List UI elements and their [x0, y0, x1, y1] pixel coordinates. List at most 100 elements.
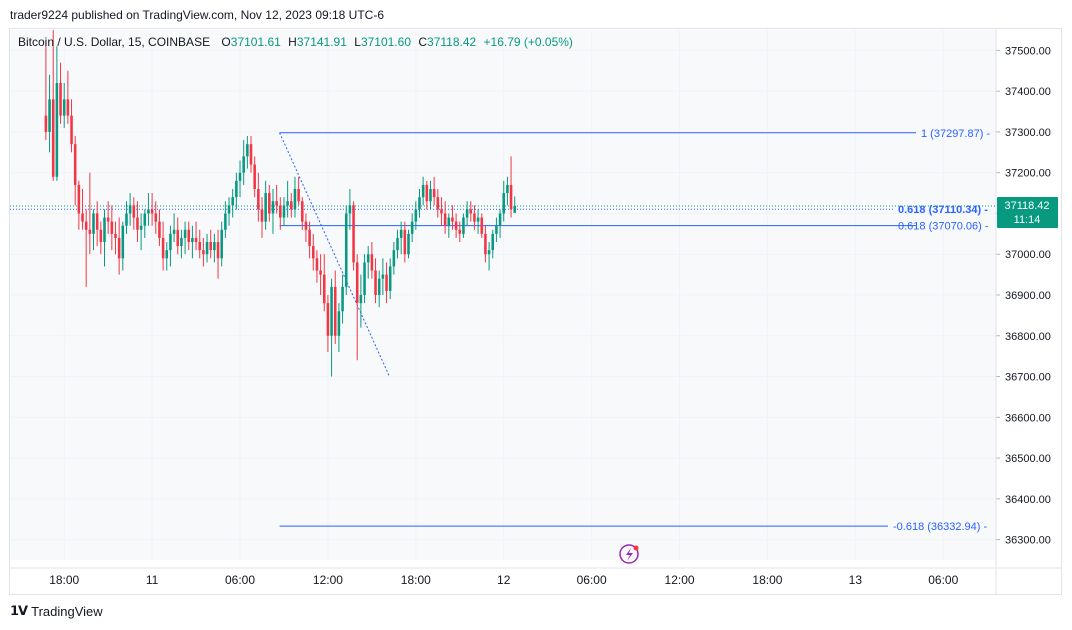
candle-body [73, 144, 77, 185]
y-tick-label: 36800.00 [1005, 331, 1051, 343]
candle-body [95, 213, 99, 230]
fib-level-label: 1 (37297.87) - [921, 128, 990, 140]
candle-body [165, 250, 169, 259]
y-tick-label: 36700.00 [1005, 372, 1051, 384]
candle-body [425, 184, 429, 202]
x-tick-label: 06:00 [225, 573, 255, 587]
candle-body [194, 237, 198, 242]
candle-body [238, 172, 242, 181]
candle-body [484, 233, 487, 255]
x-tick-label: 06:00 [577, 573, 607, 587]
y-tick-label: 37400.00 [1005, 86, 1051, 98]
fib-level-label: 0.618 (37070.06) - [898, 221, 989, 233]
candle-body [88, 229, 92, 234]
candle-body [451, 217, 454, 222]
candle-body [279, 205, 282, 218]
candle-body [191, 237, 194, 242]
candle-body [491, 233, 495, 251]
symbol-label[interactable]: Bitcoin / U.S. Dollar, 15, COINBASE [18, 35, 211, 49]
candle-body [403, 229, 407, 255]
candle-body [81, 213, 84, 222]
candle-body [213, 242, 216, 251]
candle-body [99, 229, 103, 242]
price-tag-bg [997, 196, 1058, 228]
candle-body [290, 201, 293, 210]
y-tick-label: 36300.00 [1005, 535, 1051, 547]
candle-body [180, 237, 183, 247]
candle-body [337, 311, 341, 336]
candle-body [399, 229, 403, 238]
x-tick-label: 13 [849, 573, 863, 587]
candle-body [385, 274, 388, 291]
candle-body [429, 189, 432, 202]
candle-body [249, 144, 253, 165]
candle-body [418, 197, 421, 210]
chart-legend: Bitcoin / U.S. Dollar, 15, COINBASE O371… [18, 35, 577, 49]
candle-body [432, 189, 436, 198]
candle-body [136, 217, 139, 230]
candle-body [103, 217, 106, 242]
candle-body [352, 205, 355, 263]
candle-body [469, 209, 473, 214]
candle-body [242, 156, 245, 173]
fib-level-label: 0.618 (37110.34) - [898, 204, 988, 216]
candle-body [304, 221, 308, 230]
candle-body [436, 197, 440, 210]
candle-body [410, 221, 414, 234]
candle-body [297, 189, 300, 202]
candle-body [282, 205, 286, 218]
candle-body [330, 286, 333, 336]
candle-body [77, 184, 81, 214]
x-tick-label: 18:00 [401, 573, 431, 587]
low-value: L37101.60 [354, 35, 411, 49]
candle-body [264, 193, 267, 222]
candle-body [143, 213, 147, 226]
candle-body [396, 237, 399, 251]
candle-body [70, 115, 73, 145]
candle-body [374, 270, 377, 295]
candle-body [440, 209, 443, 214]
brand-label[interactable]: TradingView [31, 603, 103, 619]
candle-body [286, 201, 289, 206]
candle-body [51, 99, 55, 177]
candle-body [355, 262, 359, 304]
candle-body [319, 270, 322, 275]
candle-body [121, 225, 125, 259]
candle-body [344, 213, 348, 287]
publisher-line: trader9224 published on TradingView.com,… [10, 8, 385, 22]
tradingview-logo-icon[interactable]: 𝟭𝗩 [10, 603, 28, 618]
candle-body [132, 205, 136, 218]
high-value: H37141.91 [288, 35, 347, 49]
candle-body [59, 83, 62, 116]
candle-body [293, 189, 297, 210]
y-tick-label: 37500.00 [1005, 45, 1051, 57]
candle-body [253, 164, 256, 189]
candle-body [84, 221, 88, 230]
current-price-tag: 37118.42 11:14 [997, 196, 1058, 228]
candle-body [183, 229, 187, 238]
candle-body [421, 184, 425, 198]
candle-body [447, 217, 451, 226]
current-price-label: 37118.42 [1004, 200, 1049, 212]
candle-body [231, 197, 234, 206]
footer: 𝟭𝗩 TradingView [10, 603, 103, 619]
candle-body [348, 205, 352, 214]
candle-body [139, 225, 143, 230]
candle-body [308, 229, 311, 247]
y-tick-label: 36900.00 [1005, 290, 1051, 302]
candle-body [341, 286, 344, 312]
candle-body [110, 221, 114, 234]
candle-body [476, 217, 480, 222]
candle-body [169, 233, 172, 251]
open-value: O37101.61 [221, 35, 281, 49]
lightning-event-icon [619, 544, 639, 564]
fib-level-label: -0.618 (36332.94) - [893, 521, 988, 533]
candle-body [513, 205, 517, 213]
candle-body [473, 213, 476, 222]
candle-body [227, 205, 231, 214]
x-tick-label: 06:00 [928, 573, 958, 587]
y-tick-label: 36400.00 [1005, 494, 1051, 506]
candle-body [495, 225, 498, 234]
y-tick-label: 36600.00 [1005, 412, 1051, 424]
